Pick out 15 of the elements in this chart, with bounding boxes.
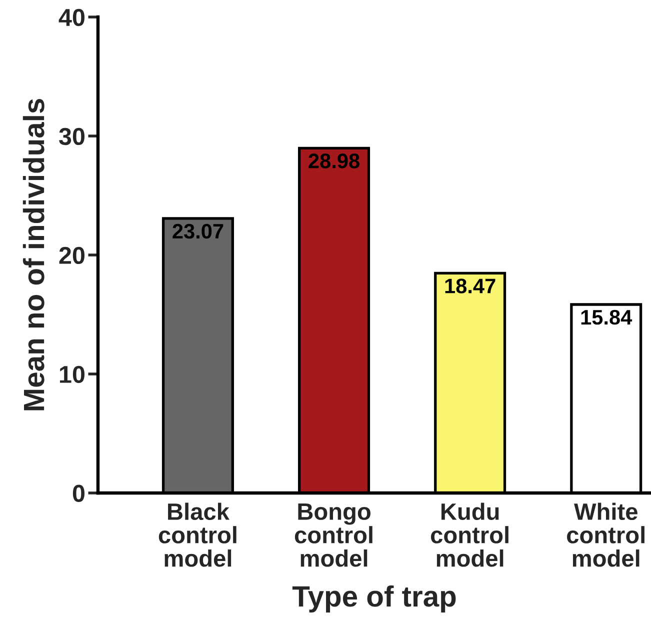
data-label: 15.84	[581, 310, 632, 325]
x-axis-title: Type of trap	[292, 585, 456, 613]
data-label: 28.98	[308, 154, 360, 168]
y-tick-label: 20	[59, 246, 84, 264]
x-tick-label: Bongo control model	[294, 503, 372, 567]
x-tick-label: Kudu control model	[430, 502, 508, 567]
x-tick-label: Black control model	[158, 502, 236, 567]
data-label: 18.47	[445, 278, 496, 294]
y-tick-label: 30	[59, 128, 84, 146]
y-tick-label: 40	[58, 8, 84, 26]
y-tick-label: 10	[60, 366, 84, 384]
y-tick-label: 0	[72, 484, 84, 502]
y-axis-title: Mean no of individuals	[22, 99, 44, 410]
data-label: 23.07	[172, 224, 224, 239]
x-tick-label: White control model	[567, 502, 644, 567]
